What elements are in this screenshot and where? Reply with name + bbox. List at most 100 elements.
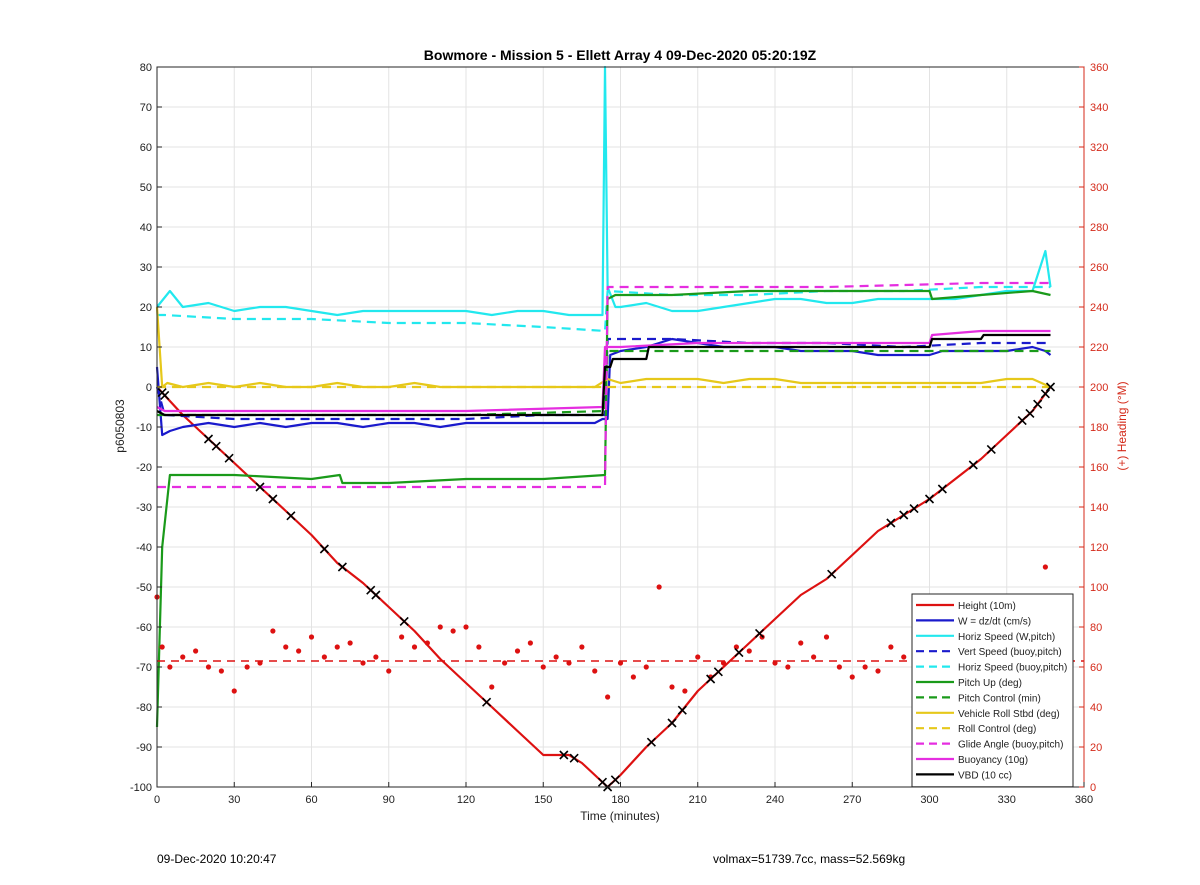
x-tick-label: 240	[766, 794, 784, 806]
heading-point	[746, 648, 752, 654]
y-tick-label-left: -50	[136, 582, 152, 594]
heading-point	[244, 664, 250, 670]
y-tick-label-right: 320	[1090, 142, 1108, 154]
heading-point	[720, 660, 727, 666]
legend-label: W = dz/dt (cm/s)	[958, 616, 1031, 627]
heading-point	[540, 664, 546, 670]
height-marker	[203, 434, 214, 444]
height-marker	[1033, 399, 1043, 409]
height-marker	[909, 504, 919, 514]
height-marker	[886, 518, 896, 528]
heading-point	[502, 660, 508, 666]
x-tick-label: 150	[534, 794, 552, 806]
heading-point	[527, 640, 533, 646]
x-tick-label: 360	[1075, 794, 1093, 806]
heading-point	[772, 660, 778, 666]
y-tick-label-right: 40	[1090, 702, 1102, 714]
y-tick-label-left: 60	[140, 142, 152, 154]
heading-point	[901, 654, 907, 660]
x-tick-label: 210	[689, 794, 707, 806]
y-axis-label-left: p6050803	[113, 399, 127, 453]
height-marker	[399, 616, 409, 626]
y-tick-label-right: 300	[1090, 182, 1108, 194]
height-marker	[559, 750, 569, 760]
x-tick-label: 90	[383, 794, 395, 806]
height-marker	[667, 718, 677, 728]
heading-point	[424, 640, 430, 646]
heading-point	[218, 668, 224, 674]
heading-point	[553, 654, 559, 660]
x-tick-label: 300	[920, 794, 938, 806]
footer-timestamp: 09-Dec-2020 10:20:47	[157, 852, 277, 866]
y-tick-label-left: -20	[136, 462, 152, 474]
legend-label: Pitch Up (deg)	[958, 678, 1022, 689]
height-marker	[937, 484, 947, 494]
heading-point	[231, 688, 237, 694]
heading-point	[257, 660, 263, 666]
legend: Height (10m) W = dz/dt (cm/s) Horiz Speed …	[911, 593, 1074, 788]
y-tick-label-right: 340	[1090, 102, 1108, 114]
height-marker	[371, 590, 381, 600]
heading-point	[823, 634, 830, 640]
x-tick-label: 0	[154, 794, 160, 806]
height-marker	[968, 460, 978, 470]
legend-label: Vehicle Roll Stbd (deg)	[958, 709, 1060, 720]
heading-point	[862, 664, 868, 670]
heading-point	[360, 660, 366, 666]
heading-point	[411, 644, 418, 650]
heading-point	[836, 664, 842, 670]
height-marker	[924, 494, 935, 504]
y-tick-label-right: 160	[1090, 462, 1108, 474]
heading-point	[308, 634, 315, 640]
heading-point	[399, 634, 405, 640]
series-line-11	[156, 329, 1051, 413]
y-tick-label-right: 180	[1090, 422, 1108, 434]
height-marker	[268, 494, 278, 504]
height-marker	[337, 562, 347, 572]
y-tick-label-right: 120	[1090, 542, 1108, 554]
heading-point	[437, 624, 443, 630]
heading-point	[798, 640, 804, 646]
height-marker	[286, 511, 296, 521]
height-marker	[319, 544, 329, 554]
heading-point	[180, 654, 186, 660]
height-marker	[1025, 408, 1035, 418]
height-marker	[569, 753, 579, 763]
y-tick-label-right: 220	[1090, 342, 1108, 354]
y-tick-label-left: -100	[130, 782, 152, 794]
heading-point	[159, 644, 165, 650]
axes-layer: 0 30 60 90 120 150 180 210 240 270 300 330 360-100-9…	[130, 62, 1108, 806]
y-tick-label-left: -10	[136, 422, 152, 434]
series-line-12	[156, 333, 1051, 417]
heading-point	[695, 654, 701, 660]
heading-point	[566, 660, 572, 666]
heading-point	[334, 644, 340, 650]
height-marker	[1040, 389, 1050, 399]
heading-point	[386, 668, 392, 674]
height-marker	[706, 674, 716, 684]
heading-point	[656, 584, 662, 590]
heading-point	[1042, 564, 1048, 570]
y-tick-label-left: -40	[136, 542, 152, 554]
heading-point	[193, 648, 199, 654]
x-tick-label: 330	[998, 794, 1016, 806]
y-tick-label-right: 60	[1090, 662, 1102, 674]
y-tick-label-left: 70	[140, 102, 152, 114]
y-tick-label-left: 20	[140, 302, 152, 314]
y-tick-label-left: 10	[140, 342, 152, 354]
heading-point	[283, 644, 289, 650]
y-tick-label-left: 40	[140, 222, 152, 234]
chart-title: Bowmore - Mission 5 - Ellett Array 4 09-…	[424, 47, 817, 63]
height-marker	[1045, 382, 1056, 392]
grid-lines	[156, 66, 1085, 788]
x-tick-label: 180	[611, 794, 629, 806]
y-tick-label-right: 20	[1090, 742, 1102, 754]
height-marker	[754, 628, 765, 638]
heading-point	[373, 654, 379, 660]
x-tick-label: 30	[228, 794, 240, 806]
heading-point	[476, 644, 482, 650]
height-marker	[610, 775, 620, 785]
y-tick-label-right: 140	[1090, 502, 1108, 514]
legend-label: VBD (10 cc)	[958, 770, 1012, 781]
y-tick-label-right: 280	[1090, 222, 1108, 234]
